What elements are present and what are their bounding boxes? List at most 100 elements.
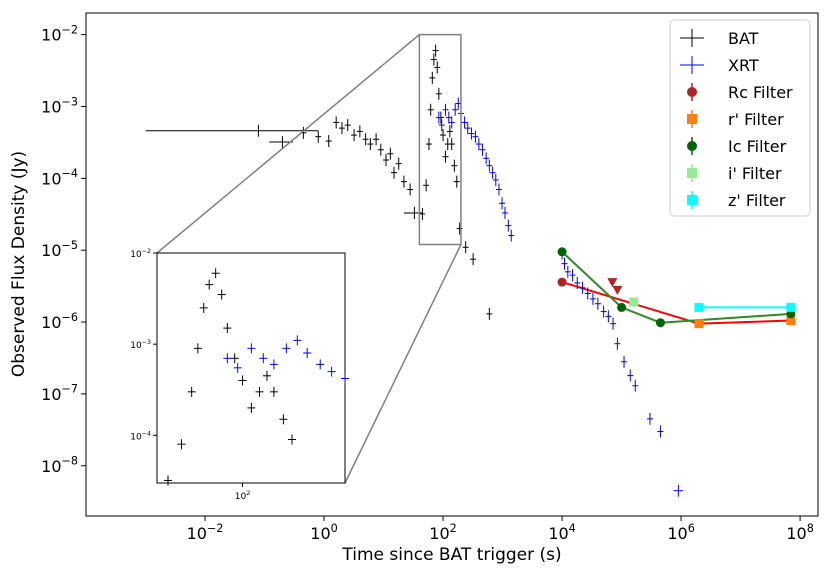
inset-data-point [279, 414, 288, 425]
data-point [557, 247, 567, 257]
data-point [395, 157, 402, 170]
data-point [629, 297, 639, 307]
data-point [145, 124, 319, 137]
data-point [432, 44, 439, 57]
data-point [344, 119, 351, 132]
inset-x-tick-label: 102 [235, 490, 250, 502]
data-point [445, 111, 452, 124]
data-point [446, 125, 453, 138]
legend-marker [687, 168, 697, 178]
inset-data-point [269, 359, 278, 370]
legend-frame [669, 19, 811, 217]
legend: BAT XRT Rc Filter r' Filter Ic Filter i' Filt… [669, 19, 811, 217]
legend-item: XRT [680, 56, 759, 75]
legend-marker [687, 114, 697, 124]
x-tick-label: 106 [667, 522, 694, 543]
data-point [584, 287, 591, 300]
data-point [391, 166, 398, 179]
data-point [333, 116, 340, 129]
inset-data-point [303, 348, 312, 359]
legend-label: XRT [728, 56, 759, 75]
data-point [419, 207, 426, 220]
data-point [574, 276, 581, 289]
data-point [492, 173, 499, 186]
inset-data-point [269, 386, 278, 397]
data-point [269, 136, 293, 149]
data-point [351, 129, 358, 142]
data-point [430, 53, 437, 66]
data-point [499, 197, 506, 210]
data-point [569, 269, 576, 282]
inset-data-point [293, 335, 302, 346]
y-tick-label: 10−2 [41, 23, 78, 44]
data-point [425, 138, 432, 151]
y-axis-ticks: 10−8 10−7 10−6 10−5 10−4 10−3 10−2 [41, 23, 86, 476]
data-point [440, 129, 447, 142]
data-point [594, 297, 601, 310]
data-point [400, 175, 407, 188]
inset-data-point [230, 353, 239, 364]
data-point [423, 179, 430, 192]
data-point [475, 138, 482, 151]
data-point [434, 61, 441, 74]
data-point [377, 143, 384, 156]
data-point [373, 133, 380, 146]
upper-limit-marker [607, 278, 618, 288]
data-point [486, 159, 493, 172]
data-point [489, 166, 496, 179]
x-tick-label: 102 [429, 522, 456, 543]
inset-data-point [199, 302, 208, 313]
legend-marker [687, 141, 697, 151]
data-point [451, 159, 458, 172]
data-point [655, 318, 665, 328]
data-point [579, 281, 586, 294]
inset-data-point [247, 343, 256, 354]
inset-data-point [255, 386, 264, 397]
data-point [435, 87, 442, 100]
inset-data-point [259, 353, 268, 364]
data-point [461, 116, 468, 129]
inset-data-point [288, 434, 297, 445]
inset-data-point [238, 375, 247, 386]
data-point [505, 219, 512, 232]
data-point [382, 154, 389, 167]
data-point [325, 135, 332, 148]
data-point [694, 319, 704, 329]
zoom-box [418, 33, 462, 246]
inset-y-tick-label: 10−4 [130, 430, 151, 442]
series-line [561, 251, 791, 324]
data-point [564, 265, 571, 278]
legend-marker [687, 195, 697, 205]
legend-item: z' Filter [687, 191, 786, 210]
legend-label: i' Filter [728, 164, 782, 183]
data-point [557, 277, 567, 287]
zoom-indicator [156, 33, 462, 484]
data-point [561, 257, 568, 270]
zoom-connector [344, 244, 462, 484]
inset-data-point [163, 475, 172, 486]
legend-label: Rc Filter [728, 83, 793, 102]
data-point [610, 317, 617, 330]
data-point [786, 316, 796, 326]
legend-label: BAT [728, 29, 759, 48]
data-point [442, 103, 449, 116]
series-line [698, 319, 791, 325]
inset-data-point [327, 366, 336, 377]
data-point [632, 379, 639, 392]
inset-frame [156, 252, 346, 484]
data-point [502, 206, 509, 219]
data-point [462, 241, 469, 254]
inset-data-point [341, 373, 349, 384]
zoom-connector [156, 34, 420, 254]
inset-data-point [316, 359, 325, 370]
data-point [468, 127, 475, 140]
inset-data-point [205, 279, 214, 290]
data-point [429, 71, 436, 84]
data-point [367, 138, 374, 151]
inset-plot-marks [163, 268, 349, 486]
inset-data-point [223, 353, 232, 364]
data-point [448, 116, 455, 129]
y-tick-label: 10−5 [41, 239, 78, 260]
y-tick-label: 10−4 [41, 167, 78, 188]
data-point [407, 183, 414, 196]
